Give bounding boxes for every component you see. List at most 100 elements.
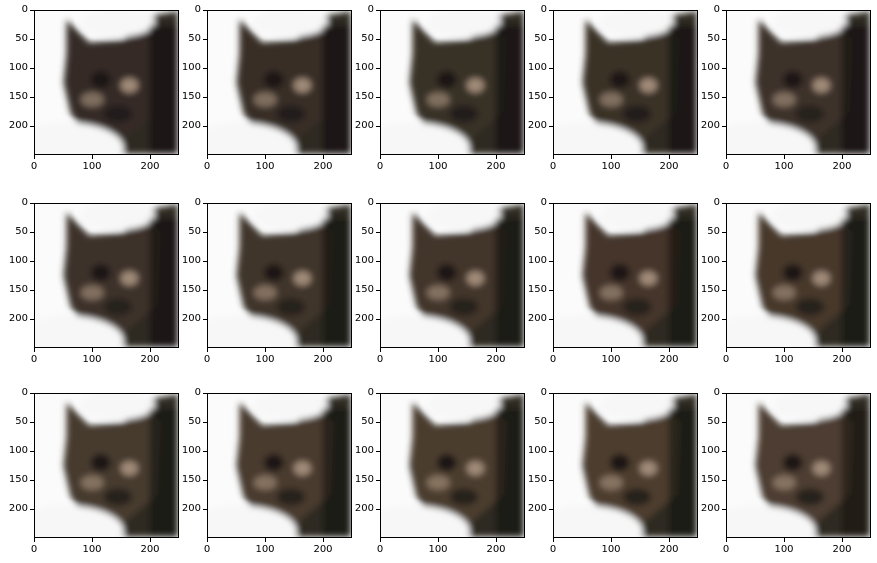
- y-tick: [30, 202, 34, 204]
- y-tick: [549, 67, 553, 69]
- y-tick: [549, 450, 553, 452]
- x-tick-label: 100: [774, 161, 794, 172]
- x-tick: [725, 155, 727, 159]
- y-tick: [376, 231, 380, 233]
- x-tick-label: 200: [140, 354, 160, 365]
- y-tick-label: 150: [354, 284, 374, 295]
- x-tick-label: 100: [601, 544, 621, 555]
- x-tick-label: 100: [82, 354, 102, 365]
- y-tick: [30, 450, 34, 452]
- y-tick: [549, 508, 553, 510]
- y-tick-label: 150: [181, 91, 201, 102]
- x-tick-label: 200: [140, 544, 160, 555]
- y-tick: [722, 67, 726, 69]
- x-tick-label: 0: [549, 544, 557, 555]
- y-tick: [30, 260, 34, 262]
- x-tick: [668, 155, 670, 159]
- y-tick: [30, 231, 34, 233]
- y-tick-label: 50: [361, 226, 374, 237]
- y-tick: [549, 231, 553, 233]
- y-tick-label: 100: [700, 62, 720, 73]
- x-tick-label: 0: [376, 544, 384, 555]
- x-tick-label: 200: [659, 354, 679, 365]
- y-tick: [203, 202, 207, 204]
- x-tick-label: 200: [832, 544, 852, 555]
- y-tick-label: 200: [527, 313, 547, 324]
- y-tick: [549, 202, 553, 204]
- y-tick: [549, 9, 553, 11]
- y-tick-label: 50: [534, 226, 547, 237]
- y-tick-label: 50: [188, 33, 201, 44]
- x-tick: [91, 538, 93, 542]
- y-tick: [203, 508, 207, 510]
- y-tick-label: 0: [21, 4, 28, 15]
- x-tick-label: 200: [313, 544, 333, 555]
- x-tick: [841, 155, 843, 159]
- y-tick-label: 150: [354, 91, 374, 102]
- y-tick: [376, 450, 380, 452]
- y-tick-label: 0: [540, 387, 547, 398]
- cat-reconstruction-image: [726, 203, 871, 348]
- y-tick-label: 100: [354, 255, 374, 266]
- cat-reconstruction-image: [380, 10, 525, 155]
- x-tick: [610, 538, 612, 542]
- x-tick: [495, 538, 497, 542]
- y-tick: [203, 479, 207, 481]
- y-tick-label: 150: [700, 284, 720, 295]
- cat-reconstruction-image: [34, 10, 179, 155]
- y-tick: [203, 450, 207, 452]
- y-tick-label: 0: [540, 4, 547, 15]
- cat-reconstruction-image: [34, 393, 179, 538]
- y-tick: [722, 508, 726, 510]
- y-tick: [376, 38, 380, 40]
- y-tick: [376, 202, 380, 204]
- y-tick-label: 50: [188, 416, 201, 427]
- y-tick: [30, 289, 34, 291]
- x-tick-label: 100: [428, 161, 448, 172]
- y-tick-label: 100: [8, 445, 28, 456]
- x-tick-label: 200: [313, 354, 333, 365]
- x-tick: [379, 538, 381, 542]
- y-tick-label: 50: [707, 226, 720, 237]
- x-tick-label: 100: [601, 161, 621, 172]
- x-tick-label: 100: [255, 544, 275, 555]
- x-tick-label: 0: [30, 354, 38, 365]
- y-tick-label: 50: [534, 33, 547, 44]
- y-tick: [722, 392, 726, 394]
- x-tick: [264, 538, 266, 542]
- y-tick-label: 50: [15, 416, 28, 427]
- x-tick: [783, 348, 785, 352]
- y-tick-label: 50: [707, 416, 720, 427]
- x-tick-label: 100: [428, 354, 448, 365]
- y-tick-label: 200: [354, 313, 374, 324]
- y-tick-label: 150: [700, 474, 720, 485]
- image-panel: 0 50 100 150 200 0 100 200: [355, 388, 525, 555]
- image-panel: 0 50 100 150 200 0 100 200: [701, 5, 871, 172]
- y-tick-label: 100: [8, 62, 28, 73]
- x-tick-label: 200: [659, 161, 679, 172]
- image-panel: 0 50 100 150 200 0 100 200: [9, 198, 179, 365]
- x-tick: [783, 155, 785, 159]
- x-tick: [322, 348, 324, 352]
- x-tick-label: 0: [722, 354, 730, 365]
- y-tick: [30, 421, 34, 423]
- x-tick-label: 200: [832, 161, 852, 172]
- y-tick-label: 0: [194, 197, 201, 208]
- x-tick-label: 0: [549, 354, 557, 365]
- y-tick-label: 150: [527, 284, 547, 295]
- y-tick-label: 50: [361, 416, 374, 427]
- y-tick-label: 0: [713, 4, 720, 15]
- x-tick: [495, 155, 497, 159]
- x-tick-label: 200: [832, 354, 852, 365]
- y-tick-label: 150: [181, 474, 201, 485]
- x-tick: [725, 538, 727, 542]
- y-tick-label: 150: [181, 284, 201, 295]
- image-panel: 0 50 100 150 200 0 100 200: [355, 198, 525, 365]
- y-tick-label: 200: [8, 120, 28, 131]
- y-tick: [722, 231, 726, 233]
- y-tick-label: 150: [527, 91, 547, 102]
- x-tick-label: 0: [30, 544, 38, 555]
- y-tick: [203, 96, 207, 98]
- cat-reconstruction-image: [34, 203, 179, 348]
